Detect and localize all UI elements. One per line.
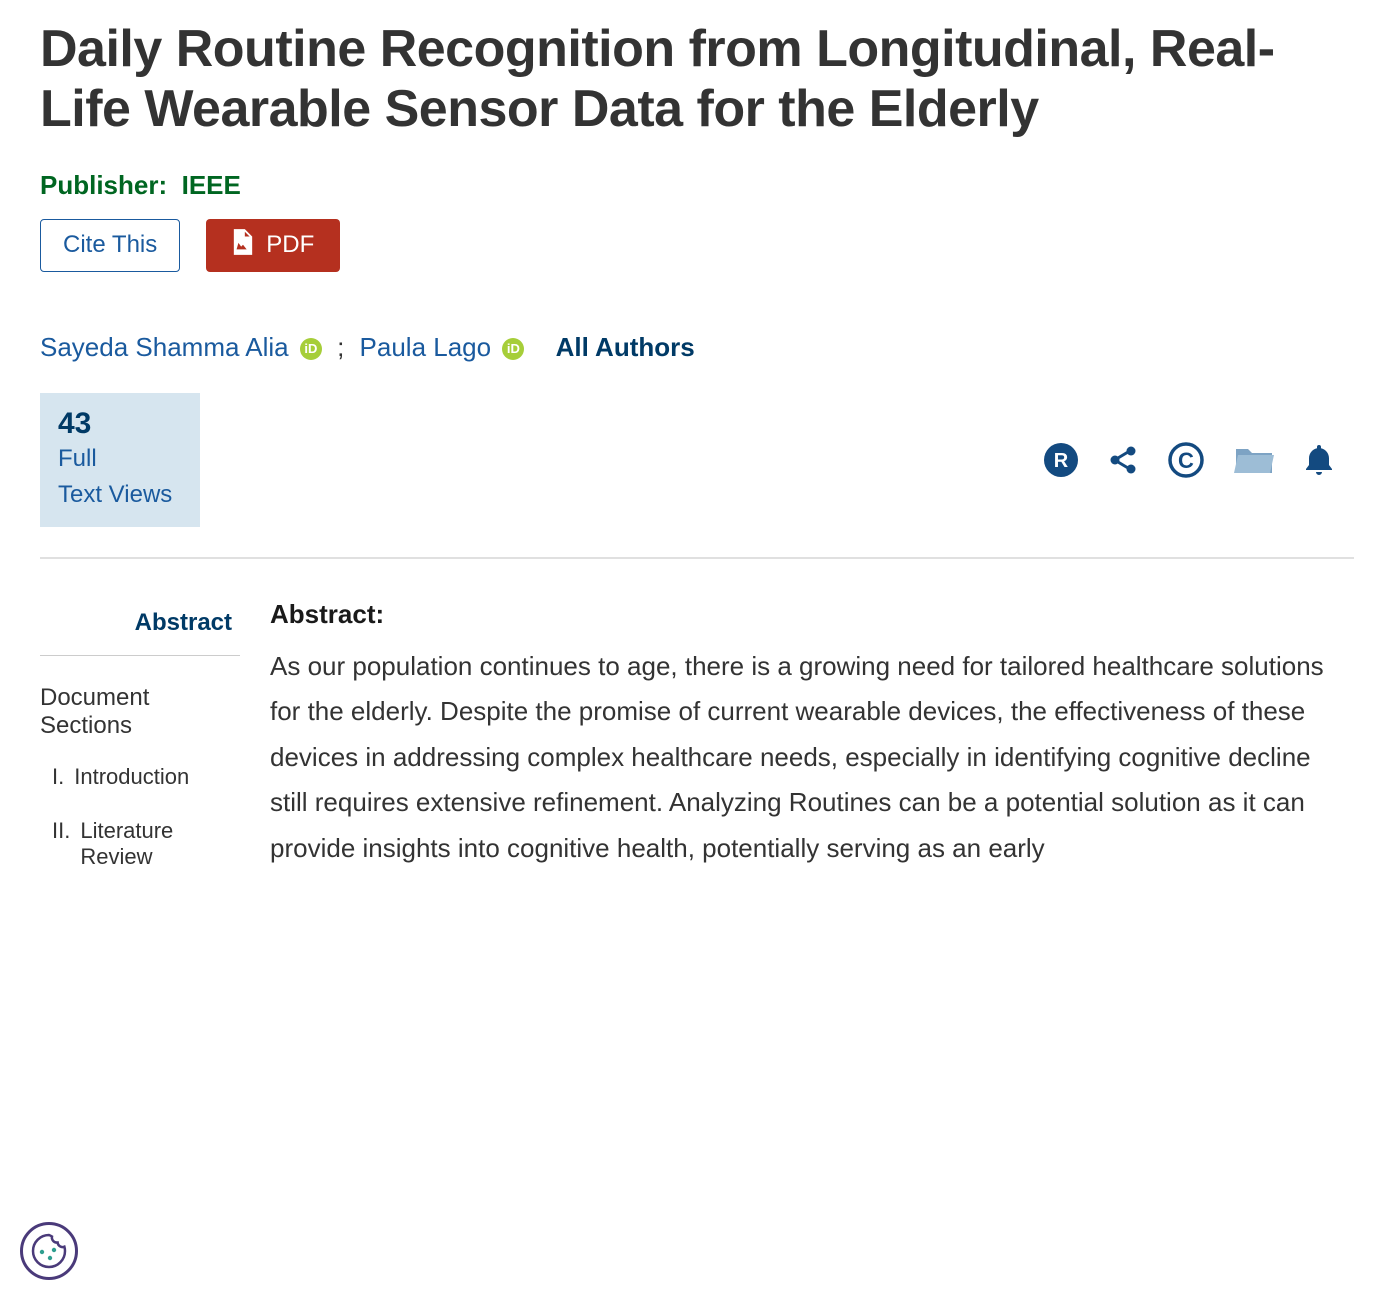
orcid-icon[interactable]: iD — [300, 338, 322, 360]
orcid-icon[interactable]: iD — [502, 338, 524, 360]
pdf-button-label: PDF — [266, 231, 314, 259]
svg-text:C: C — [1178, 448, 1194, 473]
author-link[interactable]: Paula Lago — [360, 332, 492, 362]
views-count: 43 — [58, 407, 182, 441]
publisher-row: Publisher: IEEE — [40, 170, 1354, 201]
abstract-heading: Abstract: — [270, 599, 1354, 630]
views-label: Full — [58, 441, 182, 477]
share-icon[interactable] — [1108, 445, 1138, 475]
pdf-button[interactable]: PDF — [206, 219, 340, 272]
authors-row: Sayeda Shamma Alia iD ; Paula Lago iD Al… — [40, 332, 1354, 363]
author-separator: ; — [337, 332, 344, 362]
action-icons: R C — [1044, 442, 1354, 478]
content-area: Abstract Document Sections I. Introducti… — [40, 599, 1354, 884]
sidebar-item-abstract[interactable]: Abstract — [40, 599, 240, 656]
all-authors-link[interactable]: All Authors — [556, 332, 695, 362]
cookie-settings-button[interactable] — [20, 1222, 78, 1280]
cite-button[interactable]: Cite This — [40, 219, 180, 272]
sidebar-section-literature[interactable]: II. Literature Review — [40, 804, 240, 884]
main-content: Abstract: As our population continues to… — [270, 599, 1354, 884]
folder-icon[interactable] — [1234, 445, 1274, 475]
views-box[interactable]: 43 Full Text Views — [40, 393, 200, 527]
bell-icon[interactable] — [1304, 443, 1334, 477]
page-title: Daily Routine Recognition from Longitudi… — [40, 20, 1354, 140]
sidebar-nav: Abstract Document Sections I. Introducti… — [40, 599, 240, 884]
sidebar-section-introduction[interactable]: I. Introduction — [40, 750, 240, 804]
section-label: Introduction — [74, 764, 189, 790]
publisher-value: IEEE — [182, 170, 241, 200]
abstract-text: As our population continues to age, ther… — [270, 644, 1354, 872]
section-number: I. — [52, 764, 64, 790]
metrics-row: 43 Full Text Views R C — [40, 393, 1354, 527]
sidebar-sections-heading: Document Sections — [40, 674, 240, 750]
divider — [40, 557, 1354, 559]
section-number: II. — [52, 818, 70, 870]
copyright-icon[interactable]: C — [1168, 442, 1204, 478]
pdf-file-icon — [232, 229, 254, 262]
section-label: Literature Review — [80, 818, 240, 870]
cookie-icon — [30, 1232, 68, 1270]
author-link[interactable]: Sayeda Shamma Alia — [40, 332, 289, 362]
svg-text:R: R — [1054, 450, 1069, 472]
publisher-label: Publisher: — [40, 170, 167, 200]
action-buttons: Cite This PDF — [40, 219, 1354, 272]
r-badge-icon[interactable]: R — [1044, 443, 1078, 477]
views-label: Text Views — [58, 477, 182, 513]
